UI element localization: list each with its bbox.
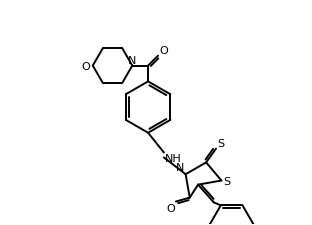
Text: O: O [166, 202, 175, 213]
Text: N: N [176, 162, 185, 173]
Text: N: N [128, 55, 136, 65]
Text: S: S [217, 138, 224, 148]
Text: NH: NH [165, 154, 182, 164]
Text: O: O [81, 61, 90, 71]
Text: S: S [223, 176, 231, 186]
Text: O: O [159, 45, 168, 56]
